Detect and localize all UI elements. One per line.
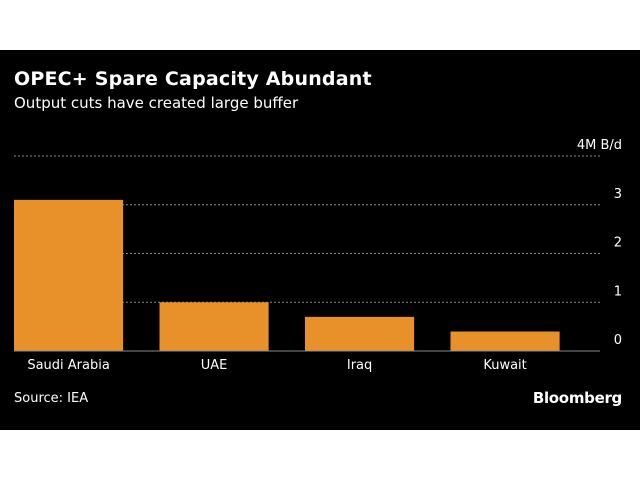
chart-card: OPEC+ Spare Capacity Abundant Output cut…: [0, 50, 640, 430]
chart-subtitle: Output cuts have created large buffer: [14, 94, 299, 112]
x-tick-label: Kuwait: [483, 358, 526, 373]
y-tick-label: 2: [614, 236, 622, 251]
bar: [159, 302, 269, 351]
bloomberg-logo: Bloomberg: [532, 389, 622, 407]
y-tick-label: 3: [614, 187, 622, 202]
bar: [14, 199, 124, 351]
x-tick-label: Iraq: [347, 358, 372, 373]
bar: [450, 331, 560, 351]
bar-chart: 0 1 2 3 4M B/d Saudi Arabia UAE Iraq Kuwait: [14, 138, 622, 373]
source-note: Source: IEA: [14, 391, 89, 406]
y-tick-label: 0: [614, 333, 622, 348]
chart-title: OPEC+ Spare Capacity Abundant: [14, 68, 372, 90]
x-tick-label: Saudi Arabia: [27, 358, 110, 373]
y-tick-label: 4M B/d: [577, 138, 622, 153]
bar: [305, 316, 415, 351]
y-tick-label: 1: [614, 284, 622, 299]
x-tick-label: UAE: [201, 358, 228, 373]
